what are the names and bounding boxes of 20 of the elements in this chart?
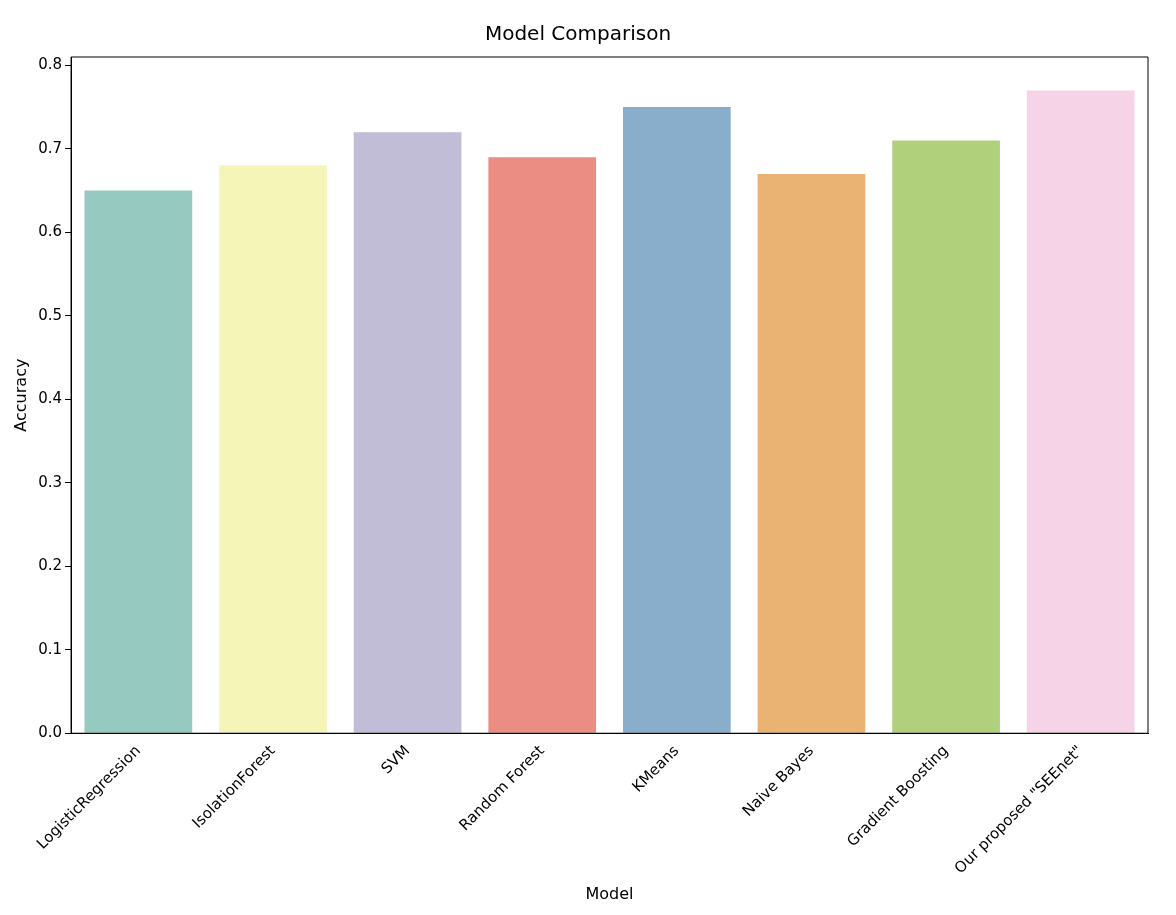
bar <box>488 157 597 733</box>
y-axis-title: Accuracy <box>10 358 30 432</box>
bar <box>757 173 866 733</box>
y-tick-label: 0.5 <box>38 305 63 324</box>
y-tick-label: 0.2 <box>38 556 63 575</box>
bar <box>219 165 327 733</box>
bar <box>622 107 731 733</box>
chart-title: Model Comparison <box>484 21 672 46</box>
y-tick-label: 0.4 <box>38 389 63 408</box>
y-tick-label: 0.3 <box>38 472 63 491</box>
y-tick-label: 0.0 <box>38 723 63 742</box>
y-tick-label: 0.8 <box>38 55 63 74</box>
y-tick-label: 0.1 <box>38 639 63 658</box>
bar <box>353 132 462 733</box>
y-tick-label: 0.7 <box>38 138 63 157</box>
bar <box>84 190 193 733</box>
bar <box>1026 90 1135 733</box>
x-axis-title: Model <box>585 883 634 903</box>
y-tick-label: 0.6 <box>38 222 63 241</box>
bar <box>892 140 1000 733</box>
